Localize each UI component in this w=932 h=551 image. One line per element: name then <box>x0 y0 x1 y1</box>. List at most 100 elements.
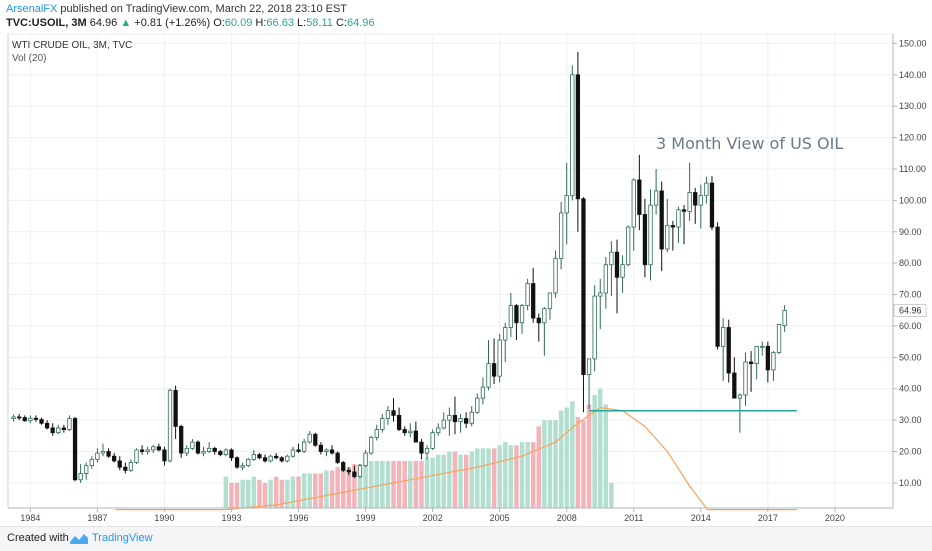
author-link[interactable]: ArsenalFX <box>6 3 58 15</box>
candle <box>374 424 379 441</box>
high-value: 66.63 <box>266 17 294 29</box>
x-tick-label: 2014 <box>691 513 711 523</box>
candle-up <box>223 449 229 456</box>
candle <box>754 345 759 380</box>
candle-down <box>637 179 642 215</box>
footer: Created with TradingView <box>0 526 932 551</box>
volume-bar <box>430 457 435 508</box>
candle-up <box>598 292 603 297</box>
candle-down <box>72 418 78 481</box>
y-tick-label: 60.00 <box>899 321 922 331</box>
candle <box>626 225 631 267</box>
candle-up <box>547 292 553 310</box>
candle-down <box>531 283 536 319</box>
candle <box>564 162 569 245</box>
candle <box>670 220 675 251</box>
candle <box>335 451 340 465</box>
close-value: 64.96 <box>346 17 375 29</box>
low-label: L: <box>297 17 307 29</box>
candle <box>257 453 262 460</box>
candle <box>195 440 201 455</box>
candle <box>123 462 128 474</box>
low-value: 58.11 <box>306 17 333 29</box>
volume-bar <box>469 451 474 508</box>
volume-bar <box>290 476 296 508</box>
volume-bar <box>340 467 346 508</box>
candle <box>715 222 720 350</box>
candle-down <box>262 457 268 462</box>
candle <box>637 154 642 231</box>
candle-down <box>173 389 178 427</box>
annotation-text: 3 Month View of US OIL <box>656 134 843 153</box>
volume-bar <box>240 479 245 508</box>
candle <box>581 197 586 413</box>
volume-bar <box>268 479 273 508</box>
candle <box>207 442 212 454</box>
candle <box>665 198 670 253</box>
candle <box>447 407 452 436</box>
candle-up <box>357 465 363 478</box>
candle-up <box>408 430 413 434</box>
candle-up <box>251 454 256 460</box>
candle <box>318 442 324 455</box>
candle <box>441 412 446 430</box>
candle <box>614 239 620 314</box>
candle <box>430 429 435 450</box>
candle <box>139 445 145 455</box>
candlestick-chart[interactable]: 10.00 20.00 30.00 40.00 50.00 60.00 70.00 80.00… <box>0 0 932 526</box>
candle-down <box>732 372 737 399</box>
candle-down <box>139 449 145 452</box>
published-text: published on TradingView.com, March 22, … <box>60 3 348 15</box>
candle-up <box>374 429 379 438</box>
candle <box>586 358 592 410</box>
last-price-tag: 64.96 <box>893 304 927 317</box>
candle-down <box>296 449 301 452</box>
open-value: 60.09 <box>224 17 253 29</box>
candle-down <box>352 471 357 478</box>
y-tick-label: 40.00 <box>899 384 922 394</box>
x-tick-label: 1990 <box>154 513 174 523</box>
x-tick-label: 2002 <box>423 513 443 523</box>
candle <box>681 205 687 245</box>
candle <box>436 423 441 436</box>
last-price-label: 64.96 <box>899 305 922 315</box>
candle <box>301 438 307 454</box>
candle-up <box>307 433 312 443</box>
candle-down <box>693 192 698 206</box>
candle <box>609 241 614 297</box>
candle <box>352 465 357 479</box>
candle <box>190 438 195 450</box>
volume-bar <box>581 420 586 508</box>
candle <box>424 445 430 460</box>
candle-up <box>134 449 139 463</box>
candle <box>687 162 692 221</box>
candle <box>575 51 581 232</box>
candle <box>553 250 558 298</box>
volume-bar <box>558 410 564 508</box>
candle-down <box>156 446 161 451</box>
candle <box>659 181 664 271</box>
candle-up <box>519 305 525 324</box>
candle <box>296 443 301 454</box>
candle <box>503 322 508 363</box>
candle-up <box>56 427 61 434</box>
candle <box>78 464 83 483</box>
candle-up <box>151 446 156 451</box>
candle-up <box>743 361 748 396</box>
candle-up <box>776 323 782 354</box>
volume-bar <box>603 404 609 508</box>
up-triangle-icon: ▲ <box>120 17 132 29</box>
candle <box>234 456 240 469</box>
candle <box>240 462 245 471</box>
candle-down <box>341 462 346 471</box>
candle-up <box>665 225 670 250</box>
tradingview-brand-link[interactable]: TradingView <box>92 532 153 544</box>
x-tick-label: 2005 <box>490 513 510 523</box>
candle <box>771 351 776 381</box>
volume-bar <box>486 448 491 508</box>
volume-bar <box>452 451 458 508</box>
candle <box>514 303 519 341</box>
candle-up <box>385 410 391 419</box>
change-text: +0.81 (+1.26%) <box>134 17 211 29</box>
candle <box>329 445 335 455</box>
